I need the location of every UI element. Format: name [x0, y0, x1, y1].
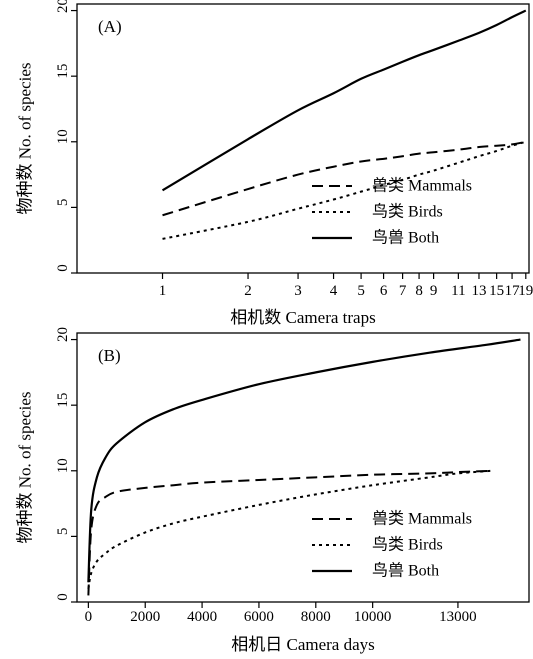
legend-label: 兽类 Mammals [372, 177, 472, 195]
x-tick-label: 1 [159, 283, 167, 299]
x-tick-label: 9 [430, 283, 438, 299]
x-tick-label: 6 [380, 283, 388, 299]
x-tick-label: 7 [399, 283, 407, 299]
y-tick-label: 10 [55, 458, 71, 473]
plot-frame [76, 3, 530, 274]
x-tick-label: 4 [330, 283, 338, 299]
x-tick-label: 19 [518, 283, 533, 299]
series-line-dotted [162, 140, 527, 240]
x-tick-label: 0 [85, 609, 93, 625]
x-tick-label: 8000 [301, 609, 331, 625]
x-tick-label: 13000 [439, 609, 477, 625]
series-line-solid [87, 338, 521, 583]
plot-frame [76, 332, 530, 603]
series-line-dashed [162, 140, 526, 217]
y-axis-label: 物种数 No. of species [16, 391, 35, 543]
legend-label: 鸟兽 Both [372, 562, 439, 580]
y-tick-label: 5 [55, 528, 71, 536]
series-line-dotted [87, 469, 493, 590]
legend-label: 兽类 Mammals [372, 510, 472, 528]
y-tick-label: 15 [55, 393, 71, 408]
x-tick-label: 4000 [187, 609, 217, 625]
y-tick-label: 20 [55, 327, 71, 342]
y-tick-label: 20 [55, 0, 71, 13]
x-tick-label: 8 [415, 283, 423, 299]
panel-label: (B) [98, 346, 121, 365]
y-tick-label: 0 [55, 264, 71, 272]
series-line-solid [161, 9, 527, 192]
x-tick-label: 5 [357, 283, 365, 299]
x-tick-label: 15 [489, 283, 504, 299]
y-tick-label: 15 [55, 64, 71, 79]
chart-panel-b: (B) 0 5 10 15 20 0 2000 4000 6000 8000 10000 13000 相机… [16, 327, 530, 654]
y-axis-label: 物种数 No. of species [16, 62, 35, 214]
legend-label: 鸟类 Birds [372, 536, 443, 554]
legend-label: 鸟兽 Both [372, 229, 439, 247]
y-tick-label: 10 [55, 129, 71, 144]
x-tick-label: 13 [471, 283, 486, 299]
x-tick-label: 11 [451, 283, 465, 299]
x-tick-label: 6000 [244, 609, 274, 625]
x-axis-label: 相机日 Camera days [231, 635, 375, 654]
y-tick-label: 0 [55, 593, 71, 601]
series-line-dashed [87, 469, 493, 596]
panel-label: (A) [98, 17, 122, 36]
x-axis-label: 相机数 Camera traps [230, 308, 375, 327]
x-tick-label: 3 [294, 283, 302, 299]
x-tick-label: 10000 [354, 609, 392, 625]
x-tick-label: 2 [244, 283, 252, 299]
x-tick-label: 2000 [130, 609, 160, 625]
y-tick-label: 5 [55, 199, 71, 207]
legend-label: 鸟类 Birds [372, 203, 443, 221]
x-tick-label: 17 [505, 283, 521, 299]
